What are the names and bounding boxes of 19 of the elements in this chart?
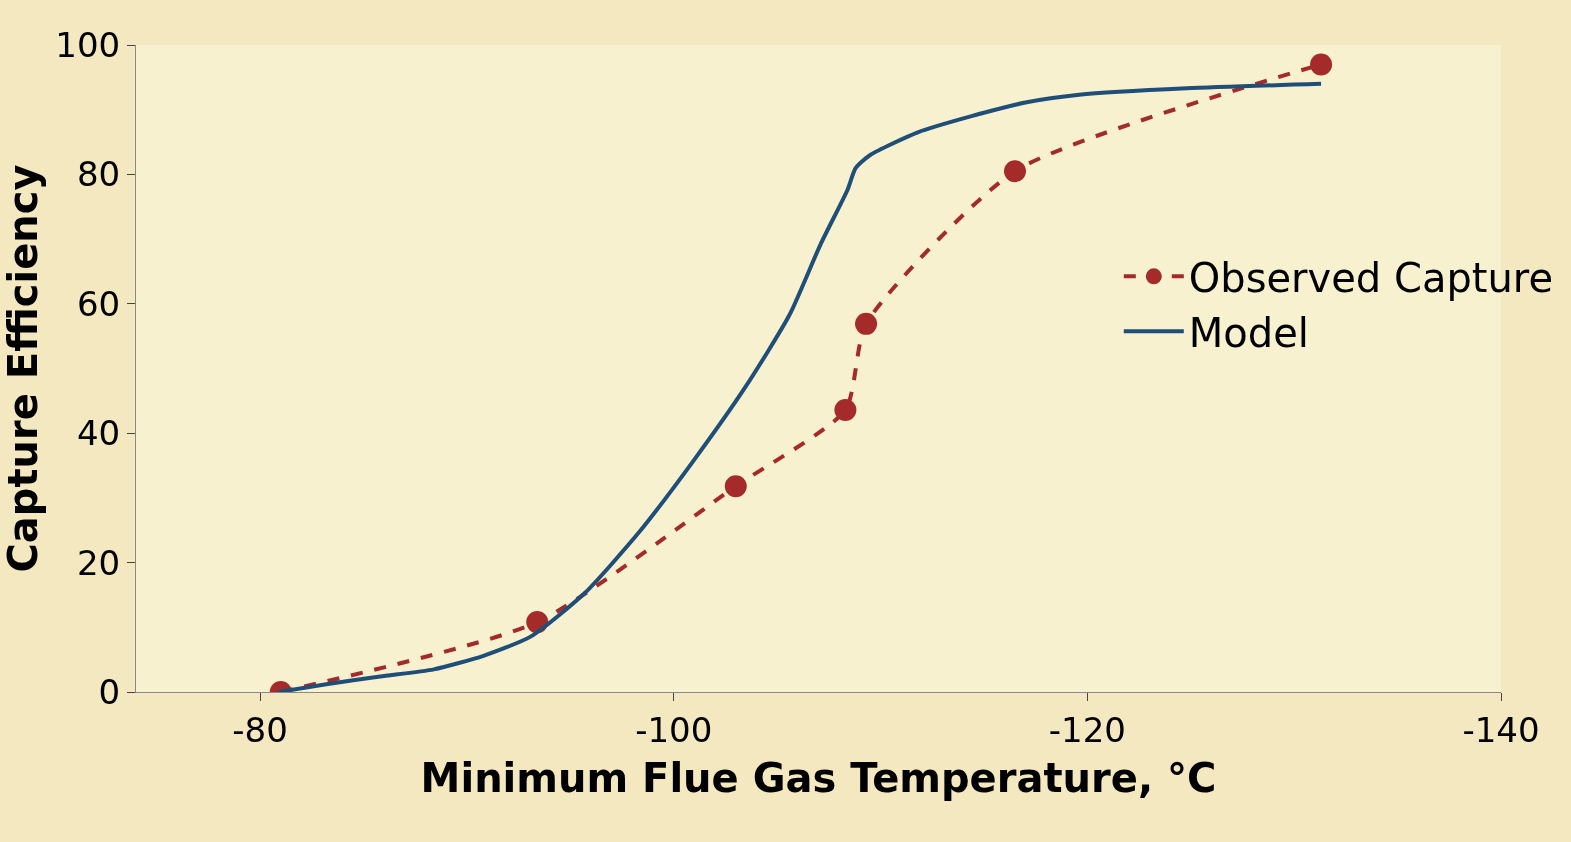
x-axis-title: Minimum Flue Gas Temperature, °C — [420, 755, 1217, 802]
x-tick-label: -80 — [232, 709, 288, 750]
point — [1310, 53, 1333, 76]
point — [834, 398, 857, 421]
y-tick-label: 20 — [76, 542, 121, 583]
legend-label: Model — [1188, 309, 1309, 356]
y-tick-label: 40 — [76, 413, 121, 454]
x-tick-label: -140 — [1462, 709, 1540, 750]
point — [1003, 160, 1026, 183]
x-tick-label: -100 — [635, 709, 713, 750]
x-tick-label: -120 — [1048, 709, 1126, 750]
legend-label: Observed Capture — [1188, 254, 1553, 301]
y-axis-title: Capture Efficiency — [0, 164, 46, 573]
point — [724, 475, 747, 498]
y-tick-label: 0 — [98, 671, 121, 712]
y-tick-label: 80 — [76, 154, 121, 195]
point — [855, 312, 878, 335]
y-tick-label: 60 — [76, 283, 121, 324]
y-tick-label: 100 — [55, 24, 121, 65]
